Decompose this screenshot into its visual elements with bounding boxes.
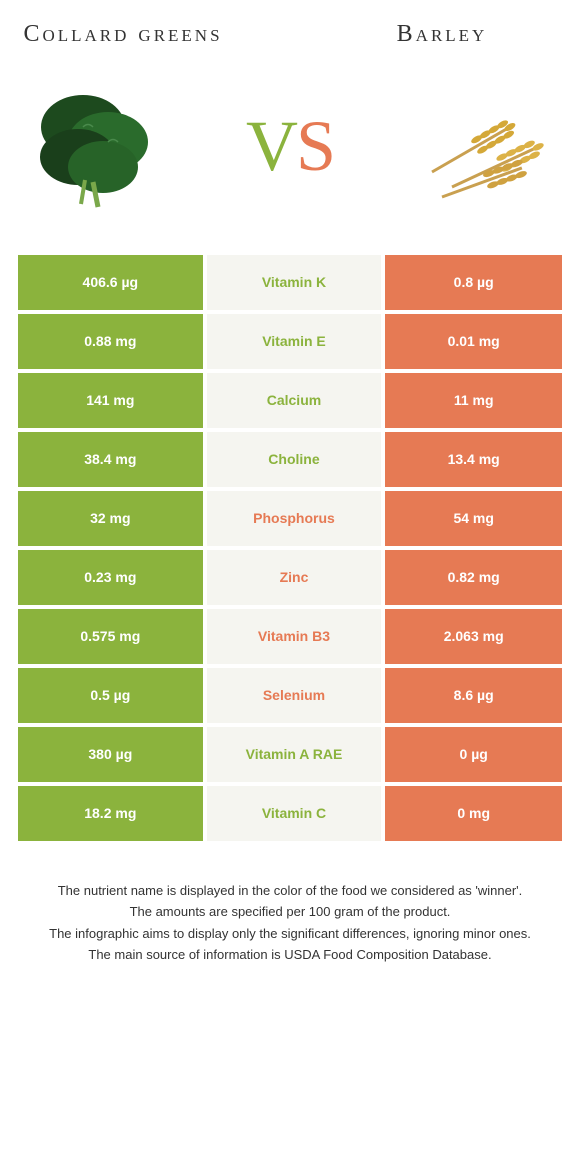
food-image-left bbox=[18, 67, 178, 227]
footnote-line: The infographic aims to display only the… bbox=[28, 924, 552, 944]
value-right: 0.8 µg bbox=[385, 255, 562, 310]
footnotes: The nutrient name is displayed in the co… bbox=[18, 881, 562, 965]
nutrient-table: 406.6 µgVitamin K0.8 µg0.88 mgVitamin E0… bbox=[18, 255, 562, 841]
images-row: VS bbox=[18, 57, 562, 237]
value-right: 13.4 mg bbox=[385, 432, 562, 487]
nutrient-row: 0.575 mgVitamin B32.063 mg bbox=[18, 609, 562, 664]
value-left: 380 µg bbox=[18, 727, 203, 782]
nutrient-row: 0.5 µgSelenium8.6 µg bbox=[18, 668, 562, 723]
nutrient-name: Vitamin K bbox=[207, 255, 382, 310]
value-left: 406.6 µg bbox=[18, 255, 203, 310]
value-right: 0.01 mg bbox=[385, 314, 562, 369]
value-right: 0 mg bbox=[385, 786, 562, 841]
value-left: 38.4 mg bbox=[18, 432, 203, 487]
nutrient-row: 0.23 mgZinc0.82 mg bbox=[18, 550, 562, 605]
value-left: 0.5 µg bbox=[18, 668, 203, 723]
footnote-line: The nutrient name is displayed in the co… bbox=[28, 881, 552, 901]
value-right: 2.063 mg bbox=[385, 609, 562, 664]
nutrient-name: Vitamin B3 bbox=[207, 609, 382, 664]
nutrient-name: Calcium bbox=[207, 373, 382, 428]
nutrient-row: 32 mgPhosphorus54 mg bbox=[18, 491, 562, 546]
value-right: 54 mg bbox=[385, 491, 562, 546]
food-title-left: Collard greens bbox=[23, 20, 223, 49]
value-left: 141 mg bbox=[18, 373, 203, 428]
value-left: 0.575 mg bbox=[18, 609, 203, 664]
value-left: 18.2 mg bbox=[18, 786, 203, 841]
nutrient-name: Selenium bbox=[207, 668, 382, 723]
value-left: 0.88 mg bbox=[18, 314, 203, 369]
vs-v: V bbox=[246, 106, 296, 186]
nutrient-row: 0.88 mgVitamin E0.01 mg bbox=[18, 314, 562, 369]
nutrient-name: Vitamin E bbox=[207, 314, 382, 369]
footnote-line: The amounts are specified per 100 gram o… bbox=[28, 902, 552, 922]
header: Collard greens Barley bbox=[18, 20, 562, 49]
nutrient-row: 18.2 mgVitamin C0 mg bbox=[18, 786, 562, 841]
nutrient-name: Phosphorus bbox=[207, 491, 382, 546]
nutrient-row: 406.6 µgVitamin K0.8 µg bbox=[18, 255, 562, 310]
footnote-line: The main source of information is USDA F… bbox=[28, 945, 552, 965]
value-right: 0.82 mg bbox=[385, 550, 562, 605]
nutrient-row: 38.4 mgCholine13.4 mg bbox=[18, 432, 562, 487]
nutrient-name: Zinc bbox=[207, 550, 382, 605]
value-left: 0.23 mg bbox=[18, 550, 203, 605]
value-left: 32 mg bbox=[18, 491, 203, 546]
food-title-right: Barley bbox=[342, 20, 542, 49]
food-image-right bbox=[402, 67, 562, 227]
value-right: 11 mg bbox=[385, 373, 562, 428]
nutrient-row: 141 mgCalcium11 mg bbox=[18, 373, 562, 428]
nutrient-name: Vitamin C bbox=[207, 786, 382, 841]
nutrient-name: Vitamin A RAE bbox=[207, 727, 382, 782]
value-right: 8.6 µg bbox=[385, 668, 562, 723]
nutrient-row: 380 µgVitamin A RAE0 µg bbox=[18, 727, 562, 782]
value-right: 0 µg bbox=[385, 727, 562, 782]
vs-label: VS bbox=[246, 105, 334, 188]
nutrient-name: Choline bbox=[207, 432, 382, 487]
vs-s: S bbox=[296, 106, 334, 186]
